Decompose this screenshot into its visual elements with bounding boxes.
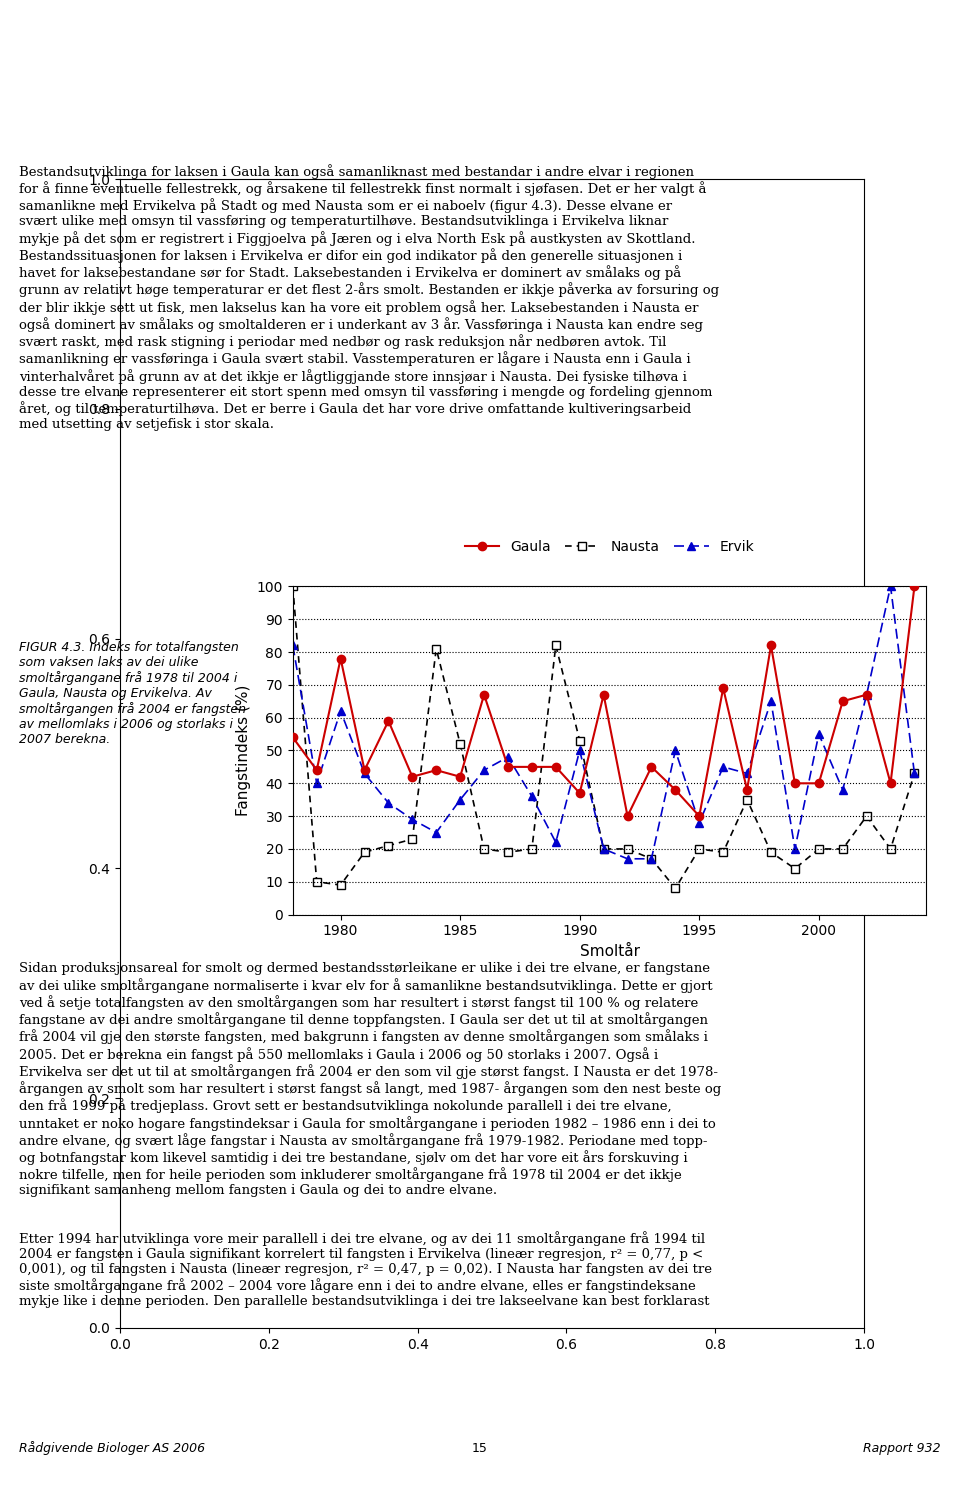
Ervik: [646, 850, 658, 868]
Nausta: [478, 840, 490, 858]
Nausta: [383, 837, 395, 855]
Nausta: [550, 637, 562, 655]
Ervik: [693, 813, 705, 831]
Nausta: [669, 879, 681, 897]
Gaula: [359, 761, 371, 779]
Ervik: [669, 742, 681, 759]
Ervik: [311, 774, 323, 792]
Nausta: [526, 840, 538, 858]
Nausta: [646, 850, 658, 868]
Text: FIGUR 4.3. Indeks for totalfangsten
som vaksen laks av dei ulike
smoltårgangane : FIGUR 4.3. Indeks for totalfangsten som …: [19, 642, 246, 746]
Gaula: [885, 774, 897, 792]
Ervik: [598, 840, 610, 858]
Gaula: [311, 761, 323, 779]
Ervik: [383, 794, 395, 812]
Gaula: [741, 780, 753, 798]
Text: 15: 15: [472, 1441, 488, 1455]
Gaula: [598, 686, 610, 704]
Gaula: [502, 758, 514, 776]
Ervik: [502, 747, 514, 765]
Ervik: [287, 637, 299, 655]
Ervik: [574, 742, 586, 759]
Nausta: [359, 843, 371, 861]
Gaula: [909, 577, 921, 595]
Nausta: [741, 791, 753, 809]
Gaula: [407, 768, 419, 786]
Gaula: [765, 637, 777, 655]
Ervik: [526, 788, 538, 806]
Gaula: [813, 774, 825, 792]
Nausta: [717, 843, 729, 861]
Line: Gaula: Gaula: [289, 582, 919, 821]
Gaula: [383, 712, 395, 730]
Ervik: [622, 850, 634, 868]
Nausta: [407, 830, 419, 847]
Ervik: [407, 810, 419, 828]
Nausta: [598, 840, 610, 858]
Nausta: [885, 840, 897, 858]
Nausta: [311, 873, 323, 891]
Gaula: [526, 758, 538, 776]
Nausta: [693, 840, 705, 858]
Text: Sidan produksjonsareal for smolt og dermed bestandsstørleikane er ulike i dei tr: Sidan produksjonsareal for smolt og derm…: [19, 962, 722, 1198]
Ervik: [909, 764, 921, 782]
Gaula: [454, 768, 466, 786]
Ervik: [454, 791, 466, 809]
Ervik: [861, 686, 873, 704]
Text: Rådgivende Biologer AS 2006: Rådgivende Biologer AS 2006: [19, 1441, 205, 1455]
Line: Ervik: Ervik: [289, 582, 919, 862]
Ervik: [550, 834, 562, 852]
Nausta: [335, 876, 347, 894]
Ervik: [717, 758, 729, 776]
Nausta: [765, 843, 777, 861]
Gaula: [287, 728, 299, 746]
Ervik: [359, 764, 371, 782]
Nausta: [430, 640, 442, 658]
Gaula: [693, 807, 705, 825]
Nausta: [909, 764, 921, 782]
Line: Nausta: Nausta: [289, 582, 919, 892]
Nausta: [622, 840, 634, 858]
Text: Rapport 932: Rapport 932: [863, 1441, 941, 1455]
Nausta: [454, 736, 466, 753]
Ervik: [765, 692, 777, 710]
Gaula: [550, 758, 562, 776]
Nausta: [837, 840, 849, 858]
Gaula: [646, 758, 658, 776]
Y-axis label: Fangstindeks (%): Fangstindeks (%): [236, 685, 252, 816]
Ervik: [478, 761, 490, 779]
Gaula: [622, 807, 634, 825]
Gaula: [717, 679, 729, 697]
Gaula: [574, 785, 586, 803]
Text: Etter 1994 har utviklinga vore meir parallell i dei tre elvane, og av dei 11 smo: Etter 1994 har utviklinga vore meir para…: [19, 1231, 712, 1308]
Nausta: [287, 577, 299, 595]
Gaula: [837, 692, 849, 710]
Ervik: [335, 703, 347, 721]
Gaula: [478, 686, 490, 704]
X-axis label: Smoltår: Smoltår: [580, 944, 639, 959]
Legend: Gaula, Nausta, Ervik: Gaula, Nausta, Ervik: [459, 534, 760, 560]
Nausta: [813, 840, 825, 858]
Ervik: [789, 840, 801, 858]
Gaula: [861, 686, 873, 704]
Ervik: [813, 725, 825, 743]
Ervik: [885, 577, 897, 595]
Nausta: [861, 807, 873, 825]
Ervik: [430, 824, 442, 841]
Gaula: [669, 780, 681, 798]
Ervik: [741, 764, 753, 782]
Nausta: [502, 843, 514, 861]
Gaula: [335, 649, 347, 667]
Gaula: [789, 774, 801, 792]
Nausta: [789, 859, 801, 877]
Text: Bestandsutviklinga for laksen i Gaula kan også samanliknast med bestandar i andr: Bestandsutviklinga for laksen i Gaula ka…: [19, 164, 719, 431]
Ervik: [837, 780, 849, 798]
Nausta: [574, 731, 586, 749]
Gaula: [430, 761, 442, 779]
